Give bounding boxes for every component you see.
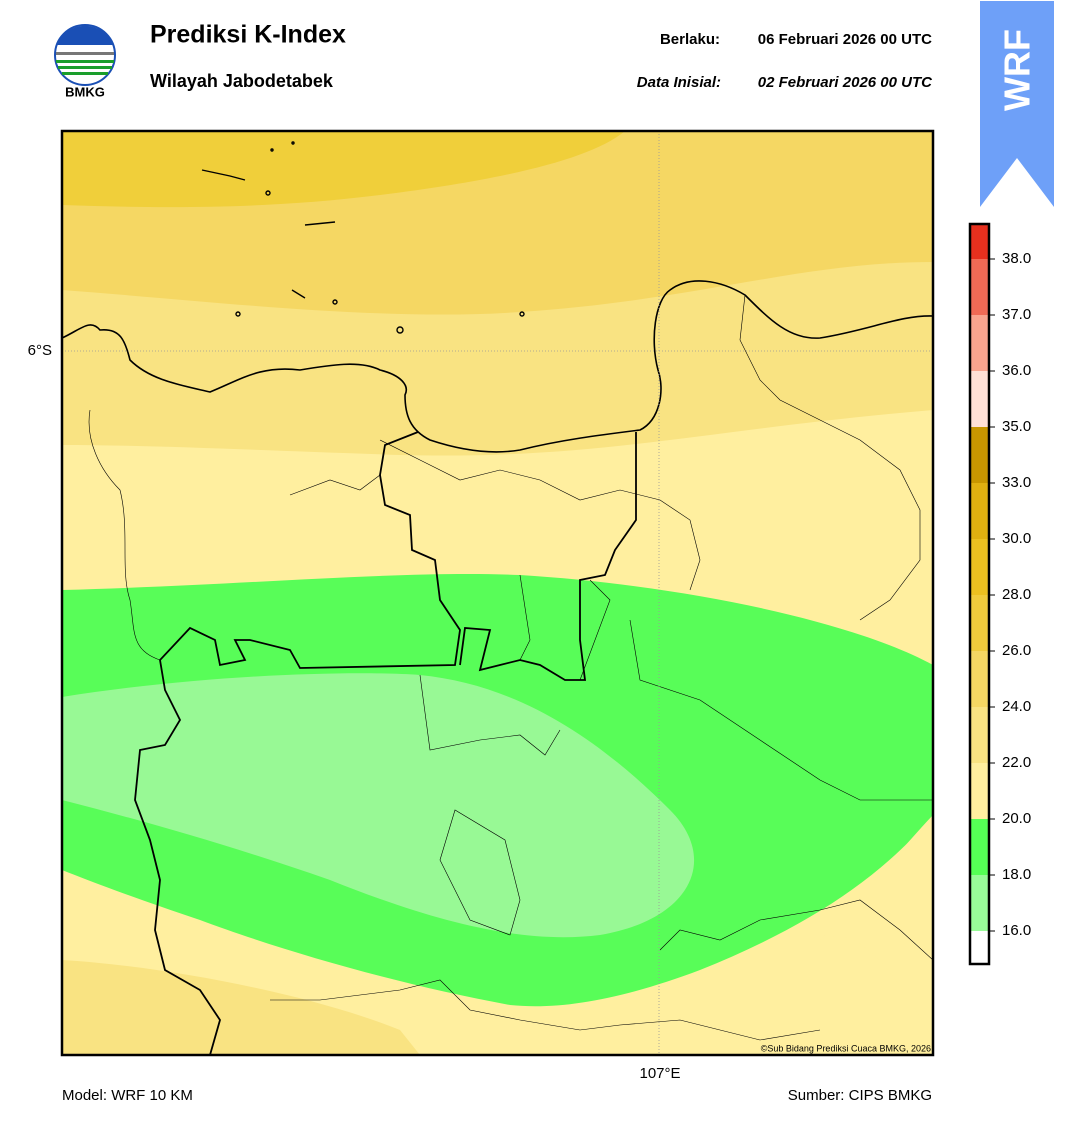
map [62, 131, 933, 1055]
init-time: 02 Februari 2026 00 UTC [758, 74, 933, 91]
colorbar-bin [970, 875, 989, 931]
colorbar-bin [970, 224, 989, 259]
colorbar-tick-label: 35.0 [1002, 418, 1031, 435]
valid-time: 06 Februari 2026 00 UTC [758, 31, 932, 48]
colorbar-bin [970, 259, 989, 315]
map-frame [60, 129, 935, 1057]
colorbar-tick-label: 24.0 [1002, 698, 1031, 715]
colorbar-tick-label: 38.0 [1002, 250, 1031, 267]
colorbar: 16.0 18.0 20.0 22.0 24.0 26.0 28.0 30.0 33.0 35.0… [968, 222, 1031, 966]
model-label: Model: WRF 10 KM [62, 1087, 193, 1104]
logo [54, 24, 116, 86]
badge [980, 1, 1054, 207]
title: Prediksi K-Index [150, 21, 346, 49]
colorbar-bin [970, 315, 989, 371]
valid-label: Berlaku: [660, 31, 720, 48]
field [62, 673, 695, 938]
colorbar-tick-label: 36.0 [1002, 362, 1031, 379]
copyright: ©Sub Bidang Prediksi Cuaca BMKG, 2026 [761, 1043, 931, 1053]
colorbar-tick-label: 28.0 [1002, 586, 1031, 603]
lon-label: 107°E [639, 1065, 680, 1082]
colorbar-tick-label: 26.0 [1002, 642, 1031, 659]
colorbar-bin [970, 371, 989, 427]
badge-text: WRF [997, 29, 1038, 111]
lat-label: 6°S [28, 342, 52, 359]
colorbar-bin [970, 931, 989, 964]
colorbar-tick-label: 30.0 [1002, 530, 1031, 547]
init-label: Data Inisial: [637, 74, 721, 91]
logo-text: BMKG [65, 84, 105, 99]
colorbar-bin [970, 707, 989, 763]
colorbar-bin [970, 651, 989, 707]
colorbar-tick-label: 18.0 [1002, 866, 1031, 883]
colorbar-frame [968, 222, 991, 966]
colorbar-bin [970, 483, 989, 539]
source-label: Sumber: CIPS BMKG [788, 1087, 932, 1104]
colorbar-tick-label: 20.0 [1002, 810, 1031, 827]
subtitle: Wilayah Jabodetabek [150, 71, 334, 91]
colorbar-bin [970, 595, 989, 651]
colorbar-tick-label: 37.0 [1002, 306, 1031, 323]
field [62, 131, 625, 208]
colorbar-bin [970, 427, 989, 483]
colorbar-bin [970, 763, 989, 819]
colorbar-tick-label: 16.0 [1002, 922, 1031, 939]
colorbar-bin [970, 819, 989, 875]
colorbar-tick-label: 33.0 [1002, 474, 1031, 491]
colorbar-bin [970, 539, 989, 595]
field [820, 815, 933, 1040]
field [62, 960, 420, 1055]
colorbar-tick-label: 22.0 [1002, 754, 1031, 771]
